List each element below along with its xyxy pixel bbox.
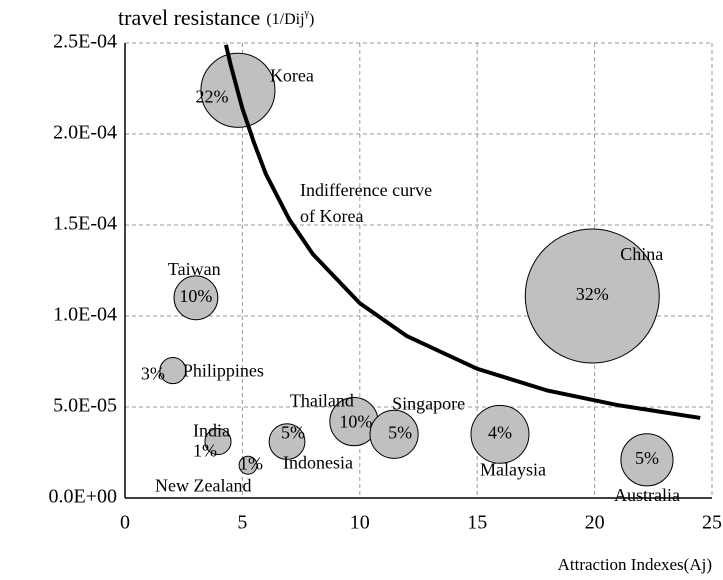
x-tick-label: 25 [702,512,722,534]
share-label: 10% [339,412,372,432]
share-label: 5% [281,423,305,443]
x-tick-label: 5 [237,512,247,534]
share-label: 32% [576,284,609,304]
bubble [238,455,258,475]
bubble [524,228,660,364]
x-axis-title: Attraction Indexes(Aj) [558,555,712,574]
share-label: 3% [141,364,165,384]
x-tick-label: 20 [585,512,605,534]
share-label: 22% [195,86,228,106]
bubble-name: Korea [270,65,314,85]
indifference-curve [224,44,701,420]
bubble [620,433,674,487]
share-label: 1% [193,441,217,461]
bubble [159,357,187,385]
bubble [369,409,419,459]
bubble-name: New Zealand [155,475,251,495]
bubble-name: Malaysia [480,459,546,479]
annotation: Indifference curve [300,180,432,200]
y-tick-label: 5.0E-05 [53,395,117,417]
bubble-name: Philippines [183,361,264,381]
y-tick-label: 2.5E-04 [53,31,117,53]
x-tick-label: 15 [467,512,487,534]
bubble [470,404,530,464]
y-tick-label: 1.0E-04 [53,304,117,326]
bubble-name: Singapore [392,393,465,413]
bubble-name: China [620,244,663,264]
share-label: 1% [239,453,263,473]
y-tick-label: 2.0E-04 [53,122,117,144]
bubble [204,428,232,456]
bubble-name: Indonesia [283,453,353,473]
y-tick-label: 0.0E+00 [49,486,118,508]
bubble-name: India [193,421,230,441]
share-label: 5% [388,422,412,442]
bubble [173,275,219,321]
x-tick-label: 10 [350,512,370,534]
y-axis-title: travel resistance (1/Dijγ) [118,5,314,30]
x-tick-label: 0 [120,512,130,534]
annotation: of Korea [300,206,363,226]
share-label: 4% [488,422,512,442]
bubble-name: Australia [614,485,680,505]
y-tick-label: 1.5E-04 [53,213,117,235]
bubble-name: Thailand [290,391,354,411]
share-label: 5% [635,448,659,468]
bubble [268,423,306,460]
bubble-name: Taiwan [168,259,221,279]
share-label: 10% [179,286,212,306]
